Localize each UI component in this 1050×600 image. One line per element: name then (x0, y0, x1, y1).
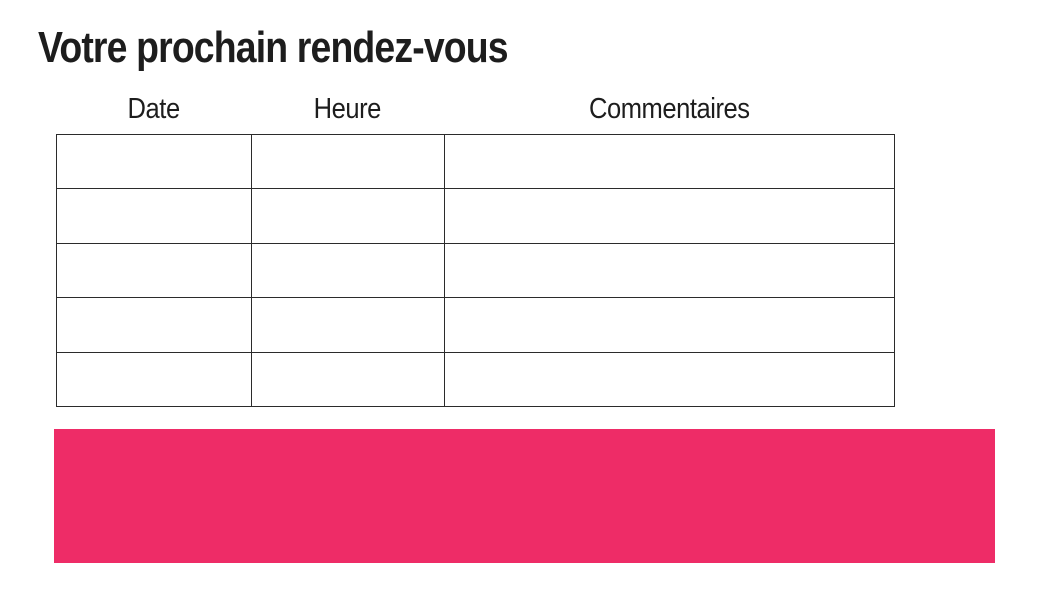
table-cell (251, 188, 445, 244)
table-cell (444, 188, 895, 244)
table-row (56, 133, 895, 190)
table-cell (251, 133, 445, 190)
column-header-date: Date (56, 92, 251, 126)
column-header-commentaires: Commentaires (444, 92, 894, 126)
table-cell (56, 242, 252, 299)
table-cell (56, 297, 252, 353)
table-row (56, 188, 895, 244)
column-header-commentaires-label: Commentaires (588, 92, 750, 125)
appointments-table (56, 133, 895, 408)
table-row (56, 351, 895, 408)
table-cell (56, 351, 252, 408)
page-title: Votre prochain rendez-vous (38, 23, 509, 72)
appointments-table-body (56, 133, 895, 408)
table-cell (56, 188, 252, 244)
next-appointment-banner (54, 429, 995, 563)
table-row (56, 297, 895, 353)
table-cell (251, 297, 445, 353)
table-cell (56, 133, 252, 190)
column-header-date-label: Date (127, 92, 180, 125)
table-cell (444, 133, 895, 190)
table-header-row: Date Heure Commentaires (56, 92, 894, 126)
table-row (56, 242, 895, 299)
column-header-heure: Heure (251, 92, 444, 126)
table-cell (251, 351, 445, 408)
column-header-heure-label: Heure (313, 92, 382, 125)
table-cell (444, 297, 895, 353)
table-cell (444, 351, 895, 408)
table-cell (251, 242, 445, 299)
table-cell (444, 242, 895, 299)
